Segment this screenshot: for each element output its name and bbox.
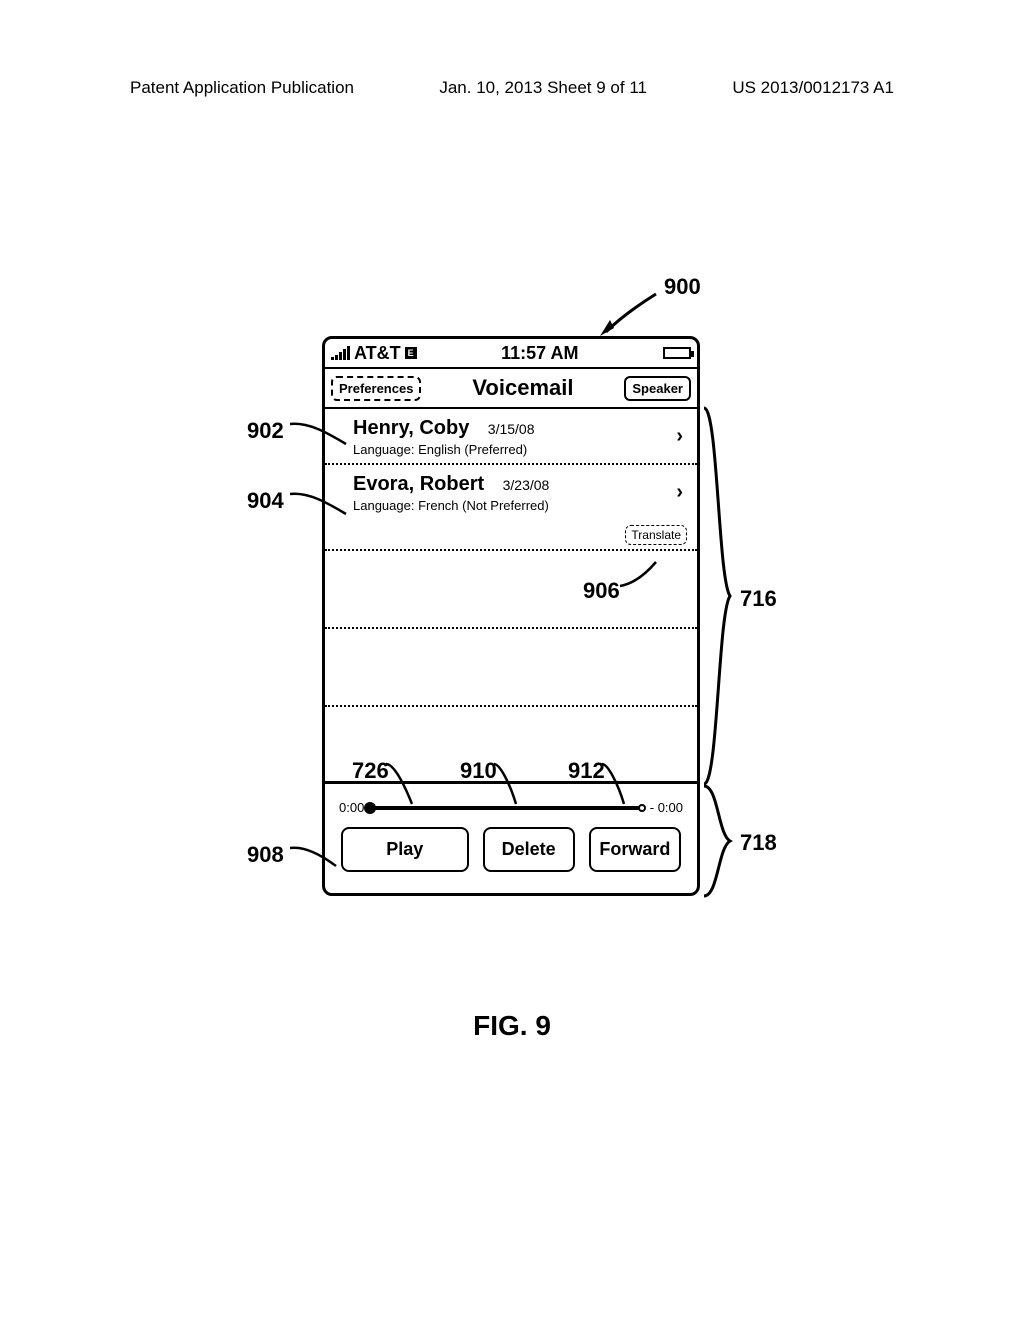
refnum-910: 910	[460, 758, 497, 784]
refnum-718: 718	[740, 830, 777, 856]
time-start: 0:00	[339, 800, 364, 815]
page-title: Voicemail	[472, 375, 573, 401]
message-date: 3/23/08	[503, 477, 550, 493]
translate-button[interactable]: Translate	[625, 525, 687, 545]
language-label: Language: French (Not Preferred)	[353, 498, 687, 513]
page-header: Patent Application Publication Jan. 10, …	[0, 78, 1024, 98]
refnum-716: 716	[740, 586, 777, 612]
message-date: 3/15/08	[488, 421, 535, 437]
playhead-icon[interactable]	[364, 802, 376, 814]
voicemail-list: Henry, Coby 3/15/08 Language: English (P…	[325, 409, 697, 707]
refnum-900: 900	[664, 274, 701, 300]
leader-912	[602, 762, 628, 808]
empty-row	[325, 629, 697, 707]
chevron-right-icon[interactable]: ›	[676, 481, 683, 504]
leader-910	[494, 762, 520, 808]
forward-button[interactable]: Forward	[589, 827, 681, 872]
refnum-906: 906	[583, 578, 620, 604]
track-end-icon	[638, 804, 646, 812]
date-sheet: Jan. 10, 2013 Sheet 9 of 11	[439, 78, 647, 98]
delete-button[interactable]: Delete	[483, 827, 575, 872]
refnum-904: 904	[247, 488, 284, 514]
status-bar: AT&T E 11:57 AM	[325, 339, 697, 369]
play-button[interactable]: Play	[341, 827, 469, 872]
arrow-900	[600, 292, 660, 336]
network-e-icon: E	[405, 347, 417, 359]
carrier-label: AT&T	[354, 343, 401, 364]
caller-name: Evora, Robert	[353, 473, 484, 496]
voicemail-row[interactable]: Henry, Coby 3/15/08 Language: English (P…	[325, 409, 697, 465]
chevron-right-icon[interactable]: ›	[676, 425, 683, 448]
brace-718	[702, 786, 738, 896]
refnum-902: 902	[247, 418, 284, 444]
carrier-block: AT&T E	[331, 343, 417, 364]
leader-908	[290, 844, 340, 872]
refnum-726: 726	[352, 758, 389, 784]
voicemail-row[interactable]: Evora, Robert 3/23/08 Language: French (…	[325, 465, 697, 551]
speaker-button[interactable]: Speaker	[624, 376, 691, 401]
preferences-button[interactable]: Preferences	[331, 376, 421, 401]
leader-904	[290, 490, 350, 520]
publication-label: Patent Application Publication	[130, 78, 354, 98]
leader-726	[386, 762, 416, 808]
battery-icon	[663, 347, 691, 359]
language-label: Language: English (Preferred)	[353, 442, 687, 457]
caller-name: Henry, Coby	[353, 417, 469, 440]
playback-buttons: Play Delete Forward	[335, 827, 687, 872]
time-end: - 0:00	[650, 800, 683, 815]
leader-906	[620, 562, 660, 588]
clock-label: 11:57 AM	[501, 343, 578, 364]
leader-902	[290, 420, 350, 450]
refnum-912: 912	[568, 758, 605, 784]
figure-caption: FIG. 9	[0, 1010, 1024, 1042]
refnum-908: 908	[247, 842, 284, 868]
signal-icon	[331, 346, 350, 360]
brace-716	[702, 408, 738, 784]
publication-number: US 2013/0012173 A1	[732, 78, 894, 98]
nav-bar: Preferences Voicemail Speaker	[325, 369, 697, 409]
phone-device: AT&T E 11:57 AM Preferences Voicemail Sp…	[322, 336, 700, 896]
